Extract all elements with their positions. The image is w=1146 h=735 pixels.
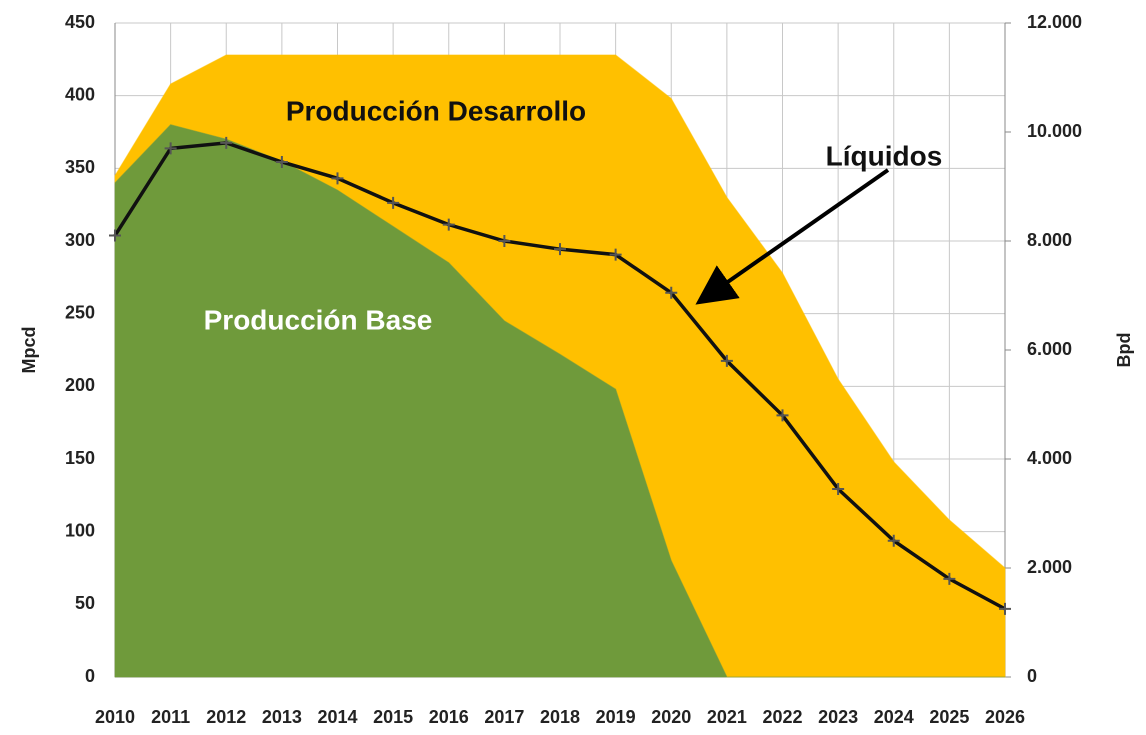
marker bbox=[220, 136, 233, 149]
marker bbox=[387, 196, 400, 209]
y-tick-label: 150 bbox=[65, 448, 95, 468]
y2-tick-label: 0 bbox=[1027, 666, 1037, 686]
marker bbox=[609, 248, 622, 261]
y-tick-label: 450 bbox=[65, 12, 95, 32]
x-tick-label: 2021 bbox=[707, 707, 747, 727]
marker bbox=[832, 482, 845, 495]
y-axis-label: Mpcd bbox=[19, 327, 39, 374]
x-tick-label: 2026 bbox=[985, 707, 1025, 727]
x-tick-label: 2010 bbox=[95, 707, 135, 727]
marker bbox=[720, 354, 733, 367]
x-tick-label: 2014 bbox=[317, 707, 357, 727]
x-tick-label: 2015 bbox=[373, 707, 413, 727]
annotation: Producción Desarrollo bbox=[286, 95, 586, 126]
y-tick-label: 100 bbox=[65, 520, 95, 540]
x-tick-label: 2019 bbox=[596, 707, 636, 727]
marker bbox=[554, 243, 566, 256]
annotation-arrow bbox=[695, 168, 890, 305]
y-tick-label: 250 bbox=[65, 302, 95, 322]
area bbox=[114, 124, 1005, 678]
y2-tick-label: 12.000 bbox=[1027, 12, 1082, 32]
marker bbox=[776, 409, 789, 422]
x-tick-label: 2013 bbox=[262, 707, 302, 727]
marker bbox=[943, 572, 956, 585]
x-tick-label: 2024 bbox=[874, 707, 914, 727]
marker bbox=[887, 534, 900, 547]
y2-tick-label: 2.000 bbox=[1027, 557, 1072, 577]
y-tick-label: 350 bbox=[65, 157, 95, 177]
x-tick-label: 2022 bbox=[762, 707, 802, 727]
y-tick-label: 200 bbox=[65, 375, 95, 395]
annotation: Líquidos bbox=[826, 140, 943, 171]
x-tick-label: 2012 bbox=[206, 707, 246, 727]
x-tick-label: 2020 bbox=[651, 707, 691, 727]
y-tick-label: 300 bbox=[65, 230, 95, 250]
x-tick-label: 2025 bbox=[929, 707, 969, 727]
marker bbox=[109, 229, 121, 242]
y-tick-label: 400 bbox=[65, 84, 95, 104]
y2-tick-label: 6.000 bbox=[1027, 339, 1072, 359]
y-tick-label: 0 bbox=[85, 666, 95, 686]
y2-tick-label: 4.000 bbox=[1027, 448, 1072, 468]
marker bbox=[164, 142, 177, 155]
x-tick-label: 2017 bbox=[484, 707, 524, 727]
marker bbox=[498, 235, 511, 247]
x-tick-label: 2016 bbox=[429, 707, 469, 727]
marker bbox=[999, 602, 1011, 615]
marker bbox=[331, 172, 344, 185]
y2-tick-label: 8.000 bbox=[1027, 230, 1072, 250]
marker bbox=[665, 286, 678, 299]
x-tick-label: 2023 bbox=[818, 707, 858, 727]
x-tick-label: 2018 bbox=[540, 707, 580, 727]
x-tick-label: 2011 bbox=[151, 707, 190, 727]
marker bbox=[275, 155, 288, 168]
y2-axis-label: Bpd bbox=[1114, 333, 1134, 368]
y2-tick-label: 10.000 bbox=[1027, 121, 1082, 141]
marker bbox=[442, 218, 455, 231]
annotation: Producción Base bbox=[204, 304, 433, 335]
y-tick-label: 50 bbox=[75, 593, 95, 613]
